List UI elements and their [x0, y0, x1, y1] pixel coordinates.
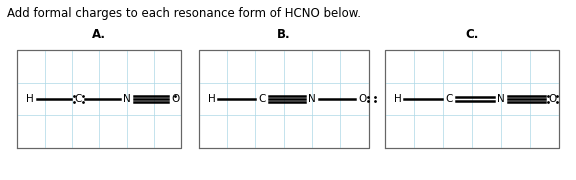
Text: H: H	[207, 94, 215, 104]
Text: B.: B.	[277, 28, 290, 41]
Text: C: C	[258, 94, 266, 104]
Text: C: C	[445, 94, 453, 104]
Text: C: C	[75, 94, 82, 104]
Bar	[199, 50, 369, 148]
Bar	[17, 50, 181, 148]
Text: N: N	[308, 94, 316, 104]
Text: C.: C.	[465, 28, 479, 41]
Text: N: N	[497, 94, 505, 104]
Text: O: O	[358, 94, 366, 104]
Text: O: O	[171, 94, 179, 104]
Text: H: H	[26, 94, 34, 104]
Text: N: N	[123, 94, 131, 104]
Text: O: O	[548, 94, 556, 104]
Text: A.: A.	[92, 28, 107, 41]
Bar	[385, 50, 559, 148]
Text: Add formal charges to each resonance form of HCNO below.: Add formal charges to each resonance for…	[7, 7, 361, 20]
Text: H: H	[393, 94, 401, 104]
